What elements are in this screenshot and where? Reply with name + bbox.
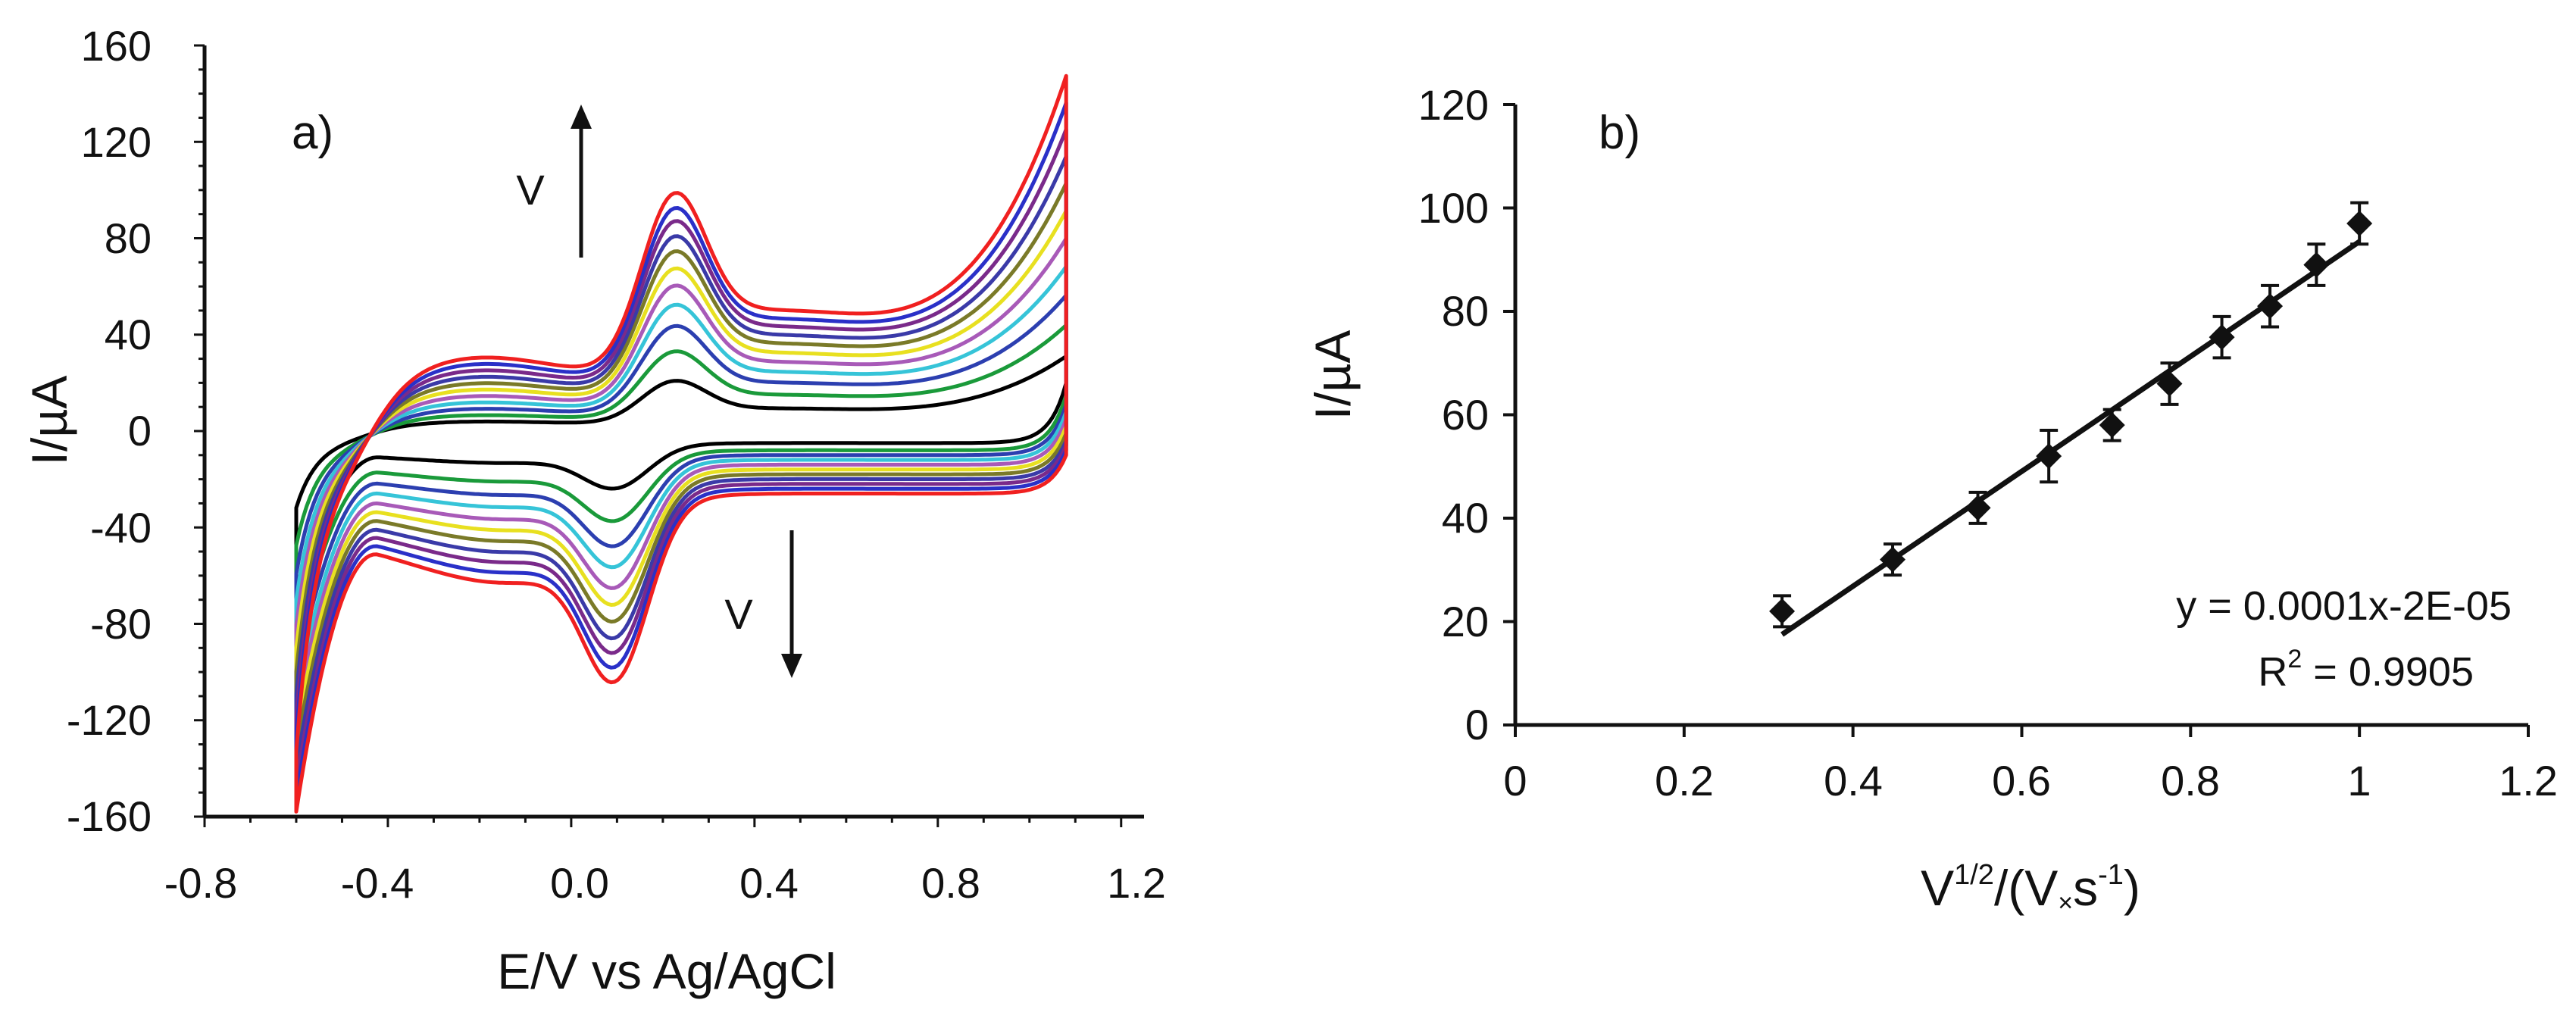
y-tick-label: 120 [1418, 81, 1489, 129]
regression-equation: y = 0.0001x-2E-05 [2176, 583, 2512, 629]
y-tick-label: 0 [1465, 701, 1489, 748]
panel-a-chart: 160 120 80 40 0 -40 -80 -120 -160 -0.8 -… [21, 22, 1166, 999]
y-tick-label: 80 [1442, 287, 1489, 335]
panel-b-x-tick-labels: 0 0.2 0.4 0.6 0.8 1 1.2 [1503, 757, 2558, 805]
x-tick-label: 0.4 [1824, 757, 1883, 805]
scan-rate-label-up: V [516, 166, 545, 214]
y-tick-label: 0 [128, 407, 152, 455]
x-tick-label: 0.8 [921, 859, 980, 907]
panel-a-label: a) [292, 107, 333, 159]
x-tick-label: 0.4 [739, 859, 799, 907]
panel-a-y-tick-labels: 160 120 80 40 0 -40 -80 -120 -160 [67, 22, 152, 840]
scan-rate-arrow-up [571, 105, 592, 258]
panel-b-y-tick-labels: 120 100 80 60 40 20 0 [1418, 81, 1489, 748]
x-tick-label: 1.2 [1107, 859, 1166, 907]
y-tick-label: 120 [81, 118, 152, 166]
y-tick-label: 60 [1442, 391, 1489, 439]
panel-b-x-axis-title: V1/2/(V×s-1) [1921, 859, 2140, 917]
y-tick-label: 40 [1442, 494, 1489, 542]
panel-a-x-axis-title: E/V vs Ag/AgCl [497, 943, 836, 999]
r-squared: R2 = 0.9905 [2258, 645, 2474, 695]
panel-b-ticks [1503, 103, 2530, 737]
cv-curves [294, 73, 1068, 814]
data-point [2036, 443, 2062, 470]
x-tick-label: 1.2 [2499, 757, 2558, 805]
y-tick-label: 20 [1442, 598, 1489, 645]
y-tick-label: 160 [81, 22, 152, 70]
x-tick-label: 0.8 [2161, 757, 2220, 805]
panel-b-y-axis-title: I/µA [1305, 330, 1361, 420]
panel-a-ticks [194, 44, 1123, 827]
data-point [2257, 293, 2284, 320]
panel-b-label: b) [1599, 107, 1640, 159]
data-point [1769, 598, 1796, 624]
y-tick-label: 40 [105, 311, 152, 358]
data-point [2346, 210, 2373, 236]
y-tick-label: 80 [105, 214, 152, 262]
x-tick-label: 0 [1503, 757, 1527, 805]
data-point [2209, 324, 2235, 351]
x-tick-label: -0.8 [164, 859, 238, 907]
panel-a-x-tick-labels: -0.8 -0.4 0.0 0.4 0.8 1.2 [164, 859, 1166, 907]
panel-b-chart: 120 100 80 60 40 20 0 0 0.2 0.4 0.6 0.8 … [1305, 81, 2558, 917]
y-tick-label: -160 [67, 792, 152, 840]
data-point [2156, 370, 2183, 397]
y-tick-label: -120 [67, 696, 152, 744]
x-tick-label: 0.0 [550, 859, 609, 907]
y-tick-label: -80 [90, 600, 152, 648]
scan-rate-arrow-down [781, 530, 802, 678]
y-tick-label: -40 [90, 504, 152, 551]
cv-curve [294, 73, 1068, 814]
data-point [2303, 252, 2330, 278]
y-tick-label: 100 [1418, 184, 1489, 232]
panel-b-marks [1769, 201, 2373, 637]
scan-rate-label-down: V [724, 590, 753, 638]
data-point [1965, 495, 1991, 521]
x-tick-label: 1 [2347, 757, 2371, 805]
x-tick-label: -0.4 [341, 859, 414, 907]
data-point [2099, 412, 2125, 439]
x-tick-label: 0.2 [1655, 757, 1714, 805]
x-tick-label: 0.6 [1992, 757, 2051, 805]
panel-a-y-axis-title: I/µA [21, 376, 77, 466]
data-point [1880, 546, 1906, 573]
cv-curve [294, 208, 1068, 733]
